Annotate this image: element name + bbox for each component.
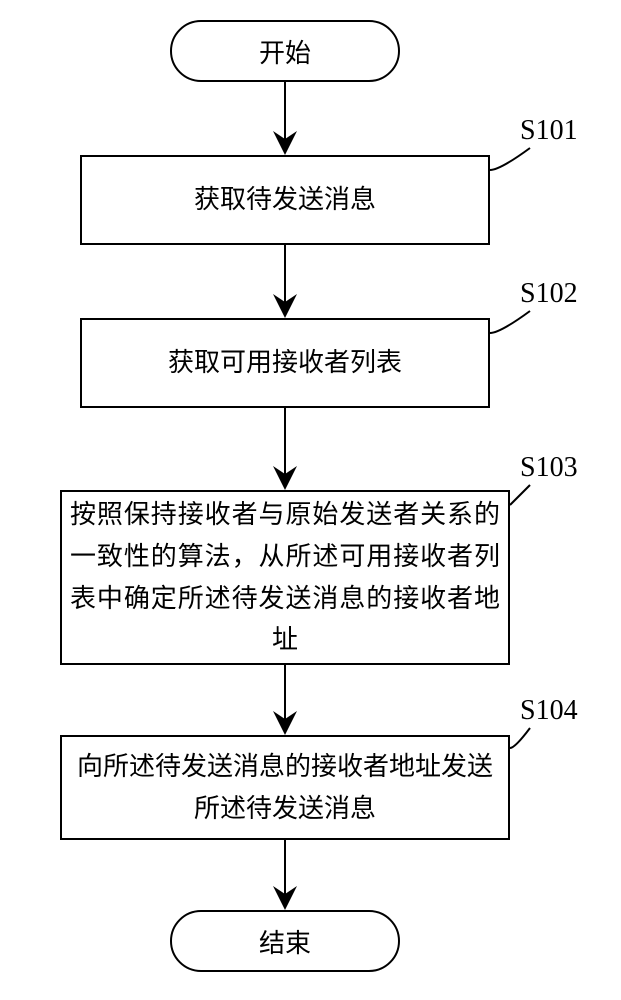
arrow-start-s101	[0, 0, 621, 1000]
flowchart-canvas: 开始 获取待发送消息 获取可用接收者列表 按照保持接收者与原始发送者关系的一致性…	[0, 0, 621, 1000]
